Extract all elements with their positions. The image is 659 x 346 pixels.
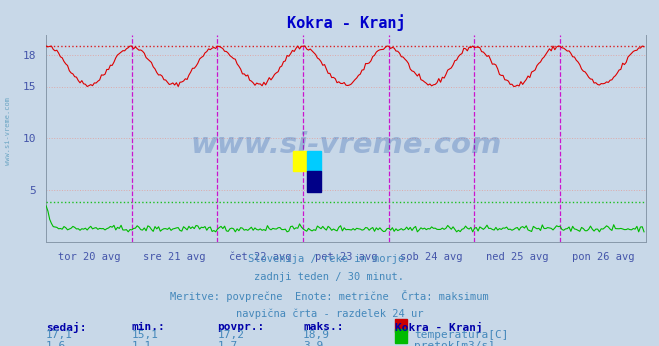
Text: navpična črta - razdelek 24 ur: navpična črta - razdelek 24 ur	[236, 308, 423, 319]
Text: 18,9: 18,9	[303, 330, 330, 340]
Text: min.:: min.:	[132, 322, 165, 332]
Text: www.si-vreme.com: www.si-vreme.com	[5, 98, 11, 165]
Bar	[293, 151, 307, 171]
Text: 3,9: 3,9	[303, 341, 324, 346]
Text: povpr.:: povpr.:	[217, 322, 265, 332]
Text: 15,1: 15,1	[132, 330, 159, 340]
Text: 1,1: 1,1	[132, 341, 152, 346]
Text: www.si-vreme.com: www.si-vreme.com	[190, 131, 501, 158]
Text: 17,2: 17,2	[217, 330, 244, 340]
Text: sedaj:: sedaj:	[46, 322, 86, 333]
Text: Meritve: povprečne  Enote: metrične  Črta: maksimum: Meritve: povprečne Enote: metrične Črta:…	[170, 290, 489, 302]
Text: Slovenija / reke in morje.: Slovenija / reke in morje.	[248, 254, 411, 264]
Text: zadnji teden / 30 minut.: zadnji teden / 30 minut.	[254, 272, 405, 282]
Text: maks.:: maks.:	[303, 322, 343, 332]
Text: pretok[m3/s]: pretok[m3/s]	[414, 341, 495, 346]
Text: 1,7: 1,7	[217, 341, 238, 346]
Text: 17,1: 17,1	[46, 330, 73, 340]
Text: temperatura[C]: temperatura[C]	[414, 330, 508, 340]
Text: Kokra - Kranj: Kokra - Kranj	[395, 322, 483, 333]
Text: 1,6: 1,6	[46, 341, 67, 346]
Bar	[307, 171, 321, 192]
Title: Kokra - Kranj: Kokra - Kranj	[287, 14, 405, 31]
Bar	[307, 151, 321, 171]
